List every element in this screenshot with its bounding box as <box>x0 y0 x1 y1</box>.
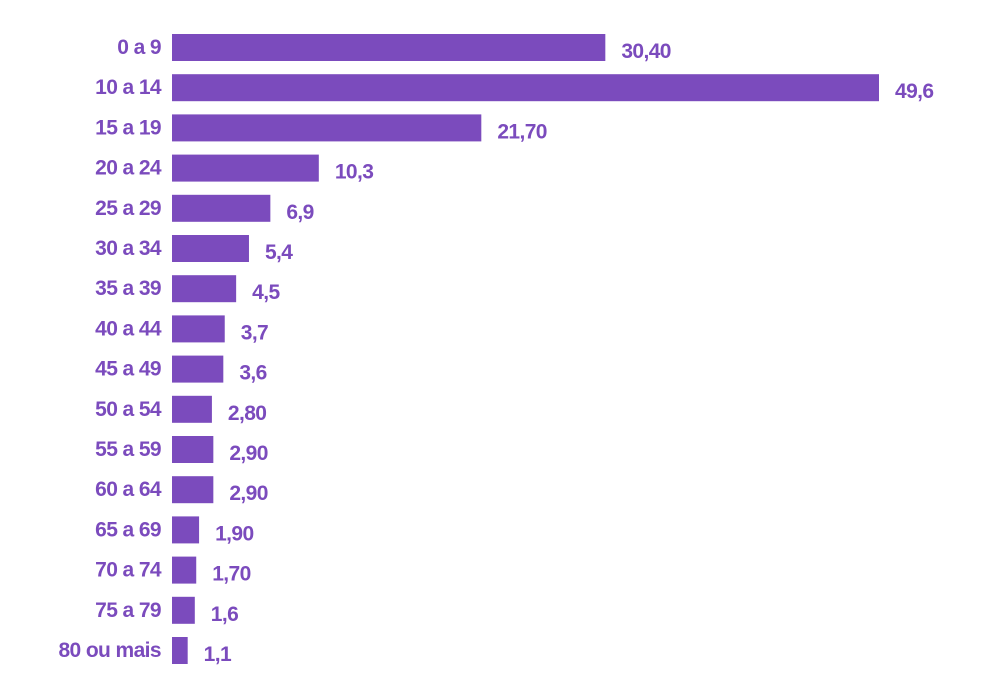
bar-3 <box>172 154 319 182</box>
bar-0 <box>172 34 606 61</box>
bar-10 <box>172 436 214 463</box>
bars-group <box>172 34 879 664</box>
category-label-15: 80 ou mais <box>58 639 161 662</box>
bar-9 <box>172 395 212 423</box>
bar-13 <box>172 556 197 584</box>
value-label-13: 1,70 <box>212 563 250 586</box>
category-label-9: 50 a 54 <box>95 398 162 421</box>
category-label-0: 0 a 9 <box>117 36 161 59</box>
bar-6 <box>172 275 237 303</box>
value-label-9: 2,80 <box>228 402 266 425</box>
bar-4 <box>172 194 271 222</box>
category-label-7: 40 a 44 <box>95 317 162 340</box>
category-label-11: 60 a 64 <box>95 478 162 501</box>
category-label-14: 75 a 79 <box>95 599 161 622</box>
bar-14 <box>172 596 195 624</box>
category-labels-group: 0 a 9 10 a 14 15 a 19 20 a 24 25 a 29 30 a 34… <box>58 36 162 662</box>
bar-12 <box>172 516 200 544</box>
bar-2 <box>172 114 482 142</box>
value-label-8: 3,6 <box>239 362 266 385</box>
bar-7 <box>172 315 225 343</box>
value-label-7: 3,7 <box>241 321 268 344</box>
category-label-10: 55 a 59 <box>95 438 161 461</box>
bar-11 <box>172 476 214 504</box>
value-label-4: 6,9 <box>286 201 313 224</box>
value-label-2: 21,70 <box>497 120 547 143</box>
bar-1 <box>172 74 879 102</box>
bar-5 <box>172 235 249 262</box>
category-label-5: 30 a 34 <box>95 237 162 260</box>
category-label-13: 70 a 74 <box>95 559 162 582</box>
category-label-2: 15 a 19 <box>95 116 161 139</box>
category-label-1: 10 a 14 <box>95 76 162 99</box>
value-label-6: 4,5 <box>252 281 280 304</box>
value-label-15: 1,1 <box>204 643 232 666</box>
category-label-8: 45 a 49 <box>95 358 161 381</box>
value-label-11: 2,90 <box>229 482 267 505</box>
value-labels-group: 30,40 49,6 21,70 10,3 6,9 5,4 4,5 3,7 3,6 2,80 2,9… <box>204 40 934 666</box>
category-label-3: 20 a 24 <box>95 157 162 180</box>
category-label-6: 35 a 39 <box>95 277 161 300</box>
value-label-3: 10,3 <box>335 161 373 184</box>
value-label-5: 5,4 <box>265 241 293 264</box>
category-label-4: 25 a 29 <box>95 197 161 220</box>
value-label-0: 30,40 <box>621 40 671 63</box>
value-label-12: 1,90 <box>215 522 253 545</box>
bar-8 <box>172 355 224 383</box>
value-label-10: 2,90 <box>229 442 267 465</box>
value-label-1: 49,6 <box>895 80 933 103</box>
category-label-12: 65 a 69 <box>95 518 161 541</box>
value-label-14: 1,6 <box>211 603 238 626</box>
bar-15 <box>172 637 188 664</box>
